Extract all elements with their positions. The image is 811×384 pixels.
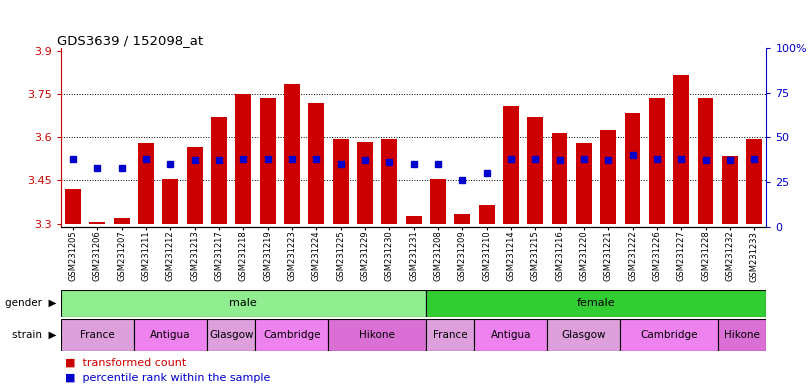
Text: male: male (230, 298, 257, 308)
Bar (89, 222, 105, 224)
Text: female: female (577, 298, 616, 308)
Text: Glasgow: Glasgow (209, 330, 253, 340)
Text: Cambridge: Cambridge (641, 330, 697, 340)
Bar (474, 319, 547, 351)
Text: strain  ▶: strain ▶ (12, 330, 57, 340)
Bar (207, 319, 255, 351)
Bar (624, 113, 641, 224)
Text: France: France (80, 330, 114, 340)
Bar (187, 147, 203, 224)
Text: ■  transformed count: ■ transformed count (65, 358, 187, 368)
Bar (284, 84, 300, 224)
Bar (138, 143, 154, 224)
Bar (235, 94, 251, 224)
Bar (134, 319, 207, 351)
Bar (503, 106, 519, 224)
Text: GDS3639 / 152098_at: GDS3639 / 152098_at (58, 34, 204, 47)
Text: Hikone: Hikone (359, 330, 395, 340)
Bar (211, 117, 227, 224)
Bar (746, 139, 762, 224)
Bar (381, 139, 397, 224)
Text: Cambridge: Cambridge (264, 330, 320, 340)
Text: Glasgow: Glasgow (562, 330, 606, 340)
Bar (406, 217, 422, 224)
Bar (328, 319, 426, 351)
Text: France: France (433, 330, 467, 340)
Text: Antigua: Antigua (150, 330, 191, 340)
Bar (600, 130, 616, 224)
Bar (357, 142, 373, 224)
Text: Antigua: Antigua (491, 330, 531, 340)
Bar (426, 290, 766, 317)
Bar (61, 290, 426, 317)
Bar (162, 179, 178, 224)
Bar (333, 139, 349, 224)
Bar (114, 218, 130, 224)
Bar (547, 319, 620, 351)
Bar (620, 319, 718, 351)
Bar (649, 98, 665, 224)
Text: ■  percentile rank within the sample: ■ percentile rank within the sample (65, 373, 270, 383)
Bar (308, 103, 324, 224)
Bar (61, 319, 134, 351)
Bar (718, 319, 766, 351)
Bar (673, 75, 689, 224)
Bar (722, 156, 738, 224)
Bar (426, 319, 474, 351)
Bar (454, 214, 470, 224)
Text: Hikone: Hikone (724, 330, 760, 340)
Bar (478, 205, 495, 224)
Text: gender  ▶: gender ▶ (5, 298, 57, 308)
Bar (576, 143, 592, 224)
Bar (697, 98, 714, 224)
Bar (527, 117, 543, 224)
Bar (255, 319, 328, 351)
Bar (430, 179, 446, 224)
Bar (260, 98, 276, 224)
Bar (551, 133, 568, 224)
Bar (65, 189, 81, 224)
